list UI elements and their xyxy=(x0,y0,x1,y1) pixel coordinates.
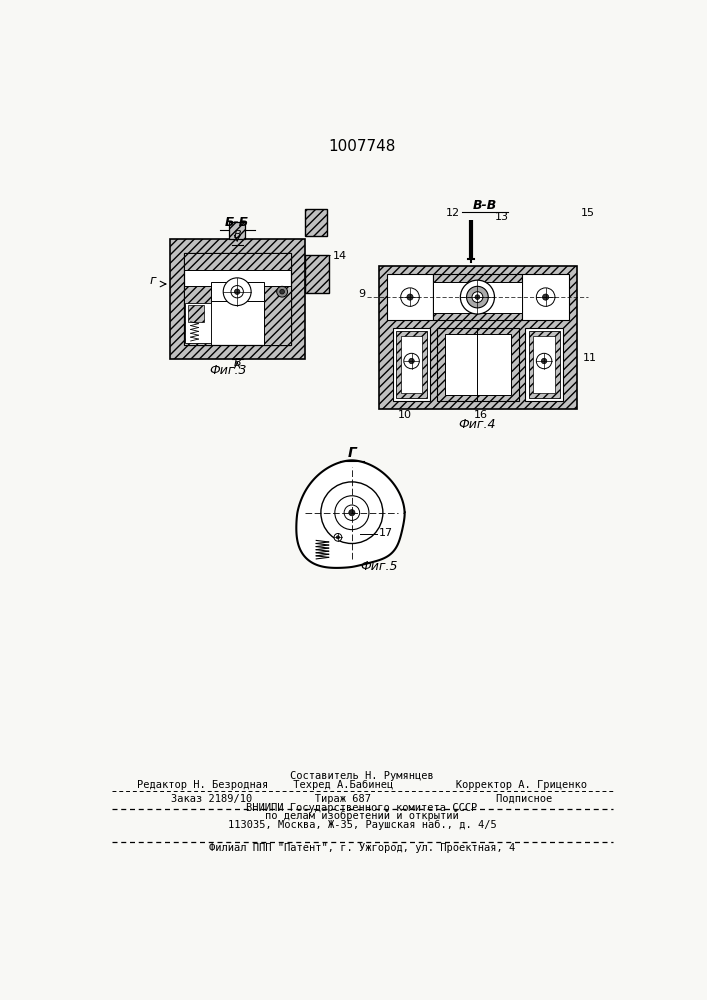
Text: Г: Г xyxy=(347,446,356,460)
Circle shape xyxy=(460,280,494,314)
Bar xyxy=(393,328,430,401)
Text: 10: 10 xyxy=(397,410,411,420)
Text: 9: 9 xyxy=(358,289,365,299)
Text: Фиг.3: Фиг.3 xyxy=(209,364,247,377)
Circle shape xyxy=(475,295,480,299)
Text: 12: 12 xyxy=(445,208,460,218)
Text: 14: 14 xyxy=(332,251,346,261)
Circle shape xyxy=(542,294,549,300)
Bar xyxy=(305,255,329,293)
Text: Заказ 2189/10          Тираж 687                    Подписное: Заказ 2189/10 Тираж 687 Подписное xyxy=(171,794,553,804)
Circle shape xyxy=(280,289,284,294)
Bar xyxy=(529,331,559,398)
Bar xyxy=(188,305,204,322)
Bar xyxy=(379,266,577,409)
Bar xyxy=(305,209,327,235)
Bar xyxy=(533,336,555,393)
Bar xyxy=(184,286,211,345)
Text: 1007748: 1007748 xyxy=(328,139,396,154)
Text: ВНИИПИ Государственного комитета СССР: ВНИИПИ Государственного комитета СССР xyxy=(246,803,477,813)
Circle shape xyxy=(472,292,483,302)
Circle shape xyxy=(334,533,341,541)
Bar xyxy=(525,328,563,401)
Circle shape xyxy=(542,358,547,364)
Text: Редактор Н. Безродная    Техред А.Бабинец          Корректор А. Гриценко: Редактор Н. Безродная Техред А.Бабинец К… xyxy=(137,780,587,790)
Bar xyxy=(211,282,264,301)
Bar xyxy=(437,328,518,401)
Bar xyxy=(522,274,569,320)
Circle shape xyxy=(321,482,383,544)
Circle shape xyxy=(276,286,288,297)
Bar xyxy=(230,222,245,239)
Text: Фиг.4: Фиг.4 xyxy=(459,418,496,431)
Bar xyxy=(264,286,291,345)
Circle shape xyxy=(349,510,355,516)
Text: В: В xyxy=(233,358,241,368)
Circle shape xyxy=(467,286,489,308)
Text: 16: 16 xyxy=(474,410,489,420)
Text: г: г xyxy=(150,274,156,287)
Text: 13: 13 xyxy=(494,212,508,222)
Circle shape xyxy=(404,353,419,369)
Text: Б-Б: Б-Б xyxy=(225,216,250,229)
Circle shape xyxy=(344,505,360,520)
Polygon shape xyxy=(296,460,404,568)
Bar xyxy=(185,303,211,343)
Circle shape xyxy=(231,286,243,298)
Text: Фиг.5: Фиг.5 xyxy=(361,560,398,573)
Text: Составитель Н. Румянцев: Составитель Н. Румянцев xyxy=(290,771,434,781)
Bar xyxy=(445,334,510,395)
Circle shape xyxy=(235,289,240,294)
Bar xyxy=(401,336,422,393)
Circle shape xyxy=(223,278,251,306)
Text: по делам изобретений и открытий: по делам изобретений и открытий xyxy=(265,811,459,821)
Bar xyxy=(433,274,522,320)
Circle shape xyxy=(537,353,552,369)
Bar xyxy=(170,239,305,359)
Circle shape xyxy=(407,294,413,300)
Text: 113035, Москва, Ж-35, Раушская наб., д. 4/5: 113035, Москва, Ж-35, Раушская наб., д. … xyxy=(228,819,496,830)
Circle shape xyxy=(401,288,419,306)
Text: 15: 15 xyxy=(580,208,595,218)
Text: 11: 11 xyxy=(583,353,597,363)
Circle shape xyxy=(335,496,369,530)
Circle shape xyxy=(537,288,555,306)
Circle shape xyxy=(409,358,414,364)
Text: В-В: В-В xyxy=(473,199,497,212)
Bar xyxy=(184,253,291,345)
Circle shape xyxy=(337,536,339,539)
Bar xyxy=(396,331,427,398)
Bar xyxy=(184,253,291,270)
Bar xyxy=(387,274,433,320)
Text: 17: 17 xyxy=(379,528,393,538)
Bar xyxy=(433,282,522,312)
Text: В: В xyxy=(233,230,241,240)
Text: Филиал ППП "Патент", г. Ужгород, ул. Проектная, 4: Филиал ППП "Патент", г. Ужгород, ул. Про… xyxy=(209,843,515,853)
